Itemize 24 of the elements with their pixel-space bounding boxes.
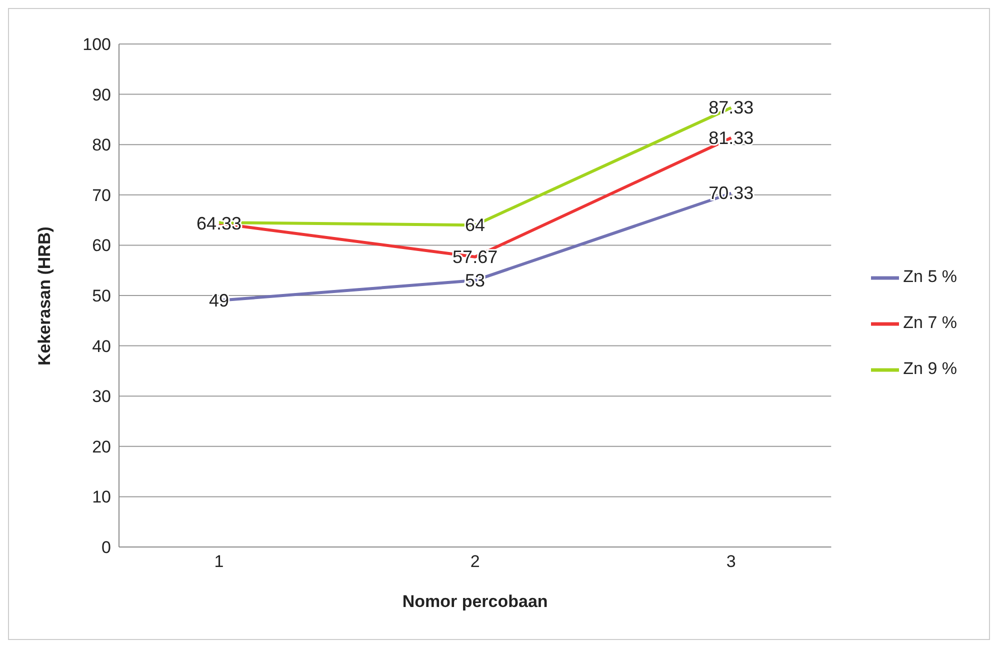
- y-tick-label: 50: [92, 286, 111, 306]
- data-label: 49: [208, 290, 230, 311]
- y-tick-label: 20: [92, 437, 111, 456]
- y-tick-label: 90: [92, 85, 111, 104]
- x-tick-label: 1: [214, 552, 224, 572]
- legend-label: Zn 9 %: [903, 359, 957, 378]
- y-tick-label: 80: [92, 136, 111, 155]
- y-tick-label: 60: [92, 236, 111, 256]
- y-tick-label: 30: [92, 387, 111, 406]
- data-label: 64.33: [196, 213, 242, 234]
- y-tick-label: 70: [92, 186, 111, 205]
- y-tick-label: 10: [92, 488, 111, 507]
- legend-label: Zn 5 %: [903, 267, 957, 286]
- y-tick-label: 40: [92, 336, 111, 356]
- legend-label: Zn 7 %: [903, 313, 957, 332]
- data-label: 87.33: [708, 98, 754, 118]
- x-axis-title: Nomor percobaan: [402, 592, 548, 611]
- data-label: 70.33: [708, 183, 754, 204]
- data-label: 81.33: [708, 128, 754, 148]
- y-axis-title: Kekerasan (HRB): [35, 226, 54, 366]
- y-tick-label: 100: [82, 35, 111, 54]
- y-tick-label: 0: [102, 538, 111, 558]
- x-tick-label: 2: [470, 552, 480, 572]
- x-tick-label: 3: [726, 552, 736, 572]
